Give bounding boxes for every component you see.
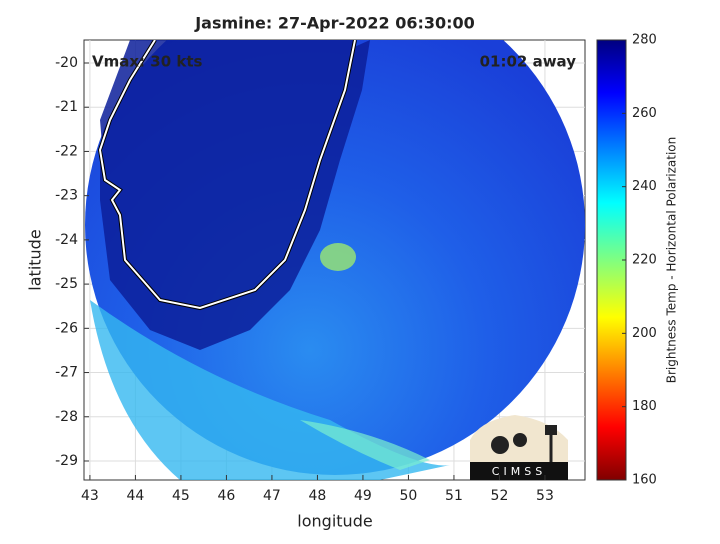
- x-tick-label: 50: [400, 488, 418, 504]
- colorbar-label: Brightness Temp - Horizontal Polarizatio…: [665, 137, 679, 384]
- time-annotation: 01:02 away: [480, 53, 577, 71]
- y-tick-label: -28: [55, 409, 78, 425]
- y-tick-label: -29: [55, 453, 78, 469]
- x-tick-label: 49: [354, 488, 372, 504]
- x-tick-label: 48: [309, 488, 327, 504]
- colorbar-tick-label: 240: [632, 179, 657, 194]
- title: Jasmine: 27-Apr-2022 06:30:00: [194, 14, 475, 33]
- colorbar-tick-label: 200: [632, 326, 657, 341]
- colorbar-tick-label: 280: [632, 33, 657, 48]
- logo-text: CIMSS: [492, 465, 546, 478]
- colorbar-tick-label: 220: [632, 253, 657, 268]
- x-tick-label: 53: [536, 488, 554, 504]
- colorbar: [596, 39, 627, 481]
- y-tick-label: -23: [55, 188, 78, 204]
- y-tick-label: -25: [55, 276, 78, 292]
- intensity-annotation: Vmax: 30 kts: [92, 53, 202, 71]
- colorbar-tick-label: 260: [632, 106, 657, 121]
- y-axis-label: latitude: [26, 229, 45, 290]
- y-tick-label: -20: [55, 55, 78, 71]
- x-tick-label: 51: [445, 488, 463, 504]
- colorbar-tick-label: 160: [632, 473, 657, 488]
- y-tick-label: -24: [55, 232, 78, 248]
- satellite-swath: [85, 40, 585, 480]
- y-tick-label: -22: [55, 143, 78, 159]
- y-tick-label: -27: [55, 365, 78, 381]
- x-axis-label: longitude: [297, 512, 372, 531]
- x-tick-label: 52: [491, 488, 509, 504]
- x-tick-label: 43: [81, 488, 99, 504]
- logo: CIMSS: [470, 415, 568, 480]
- x-tick-label: 46: [218, 488, 236, 504]
- y-tick-label: -26: [55, 320, 78, 336]
- x-tick-label: 44: [127, 488, 145, 504]
- colorbar-tick-label: 180: [632, 399, 657, 414]
- x-tick-label: 47: [263, 488, 281, 504]
- x-tick-label: 45: [172, 488, 190, 504]
- y-tick-label: -21: [55, 99, 78, 115]
